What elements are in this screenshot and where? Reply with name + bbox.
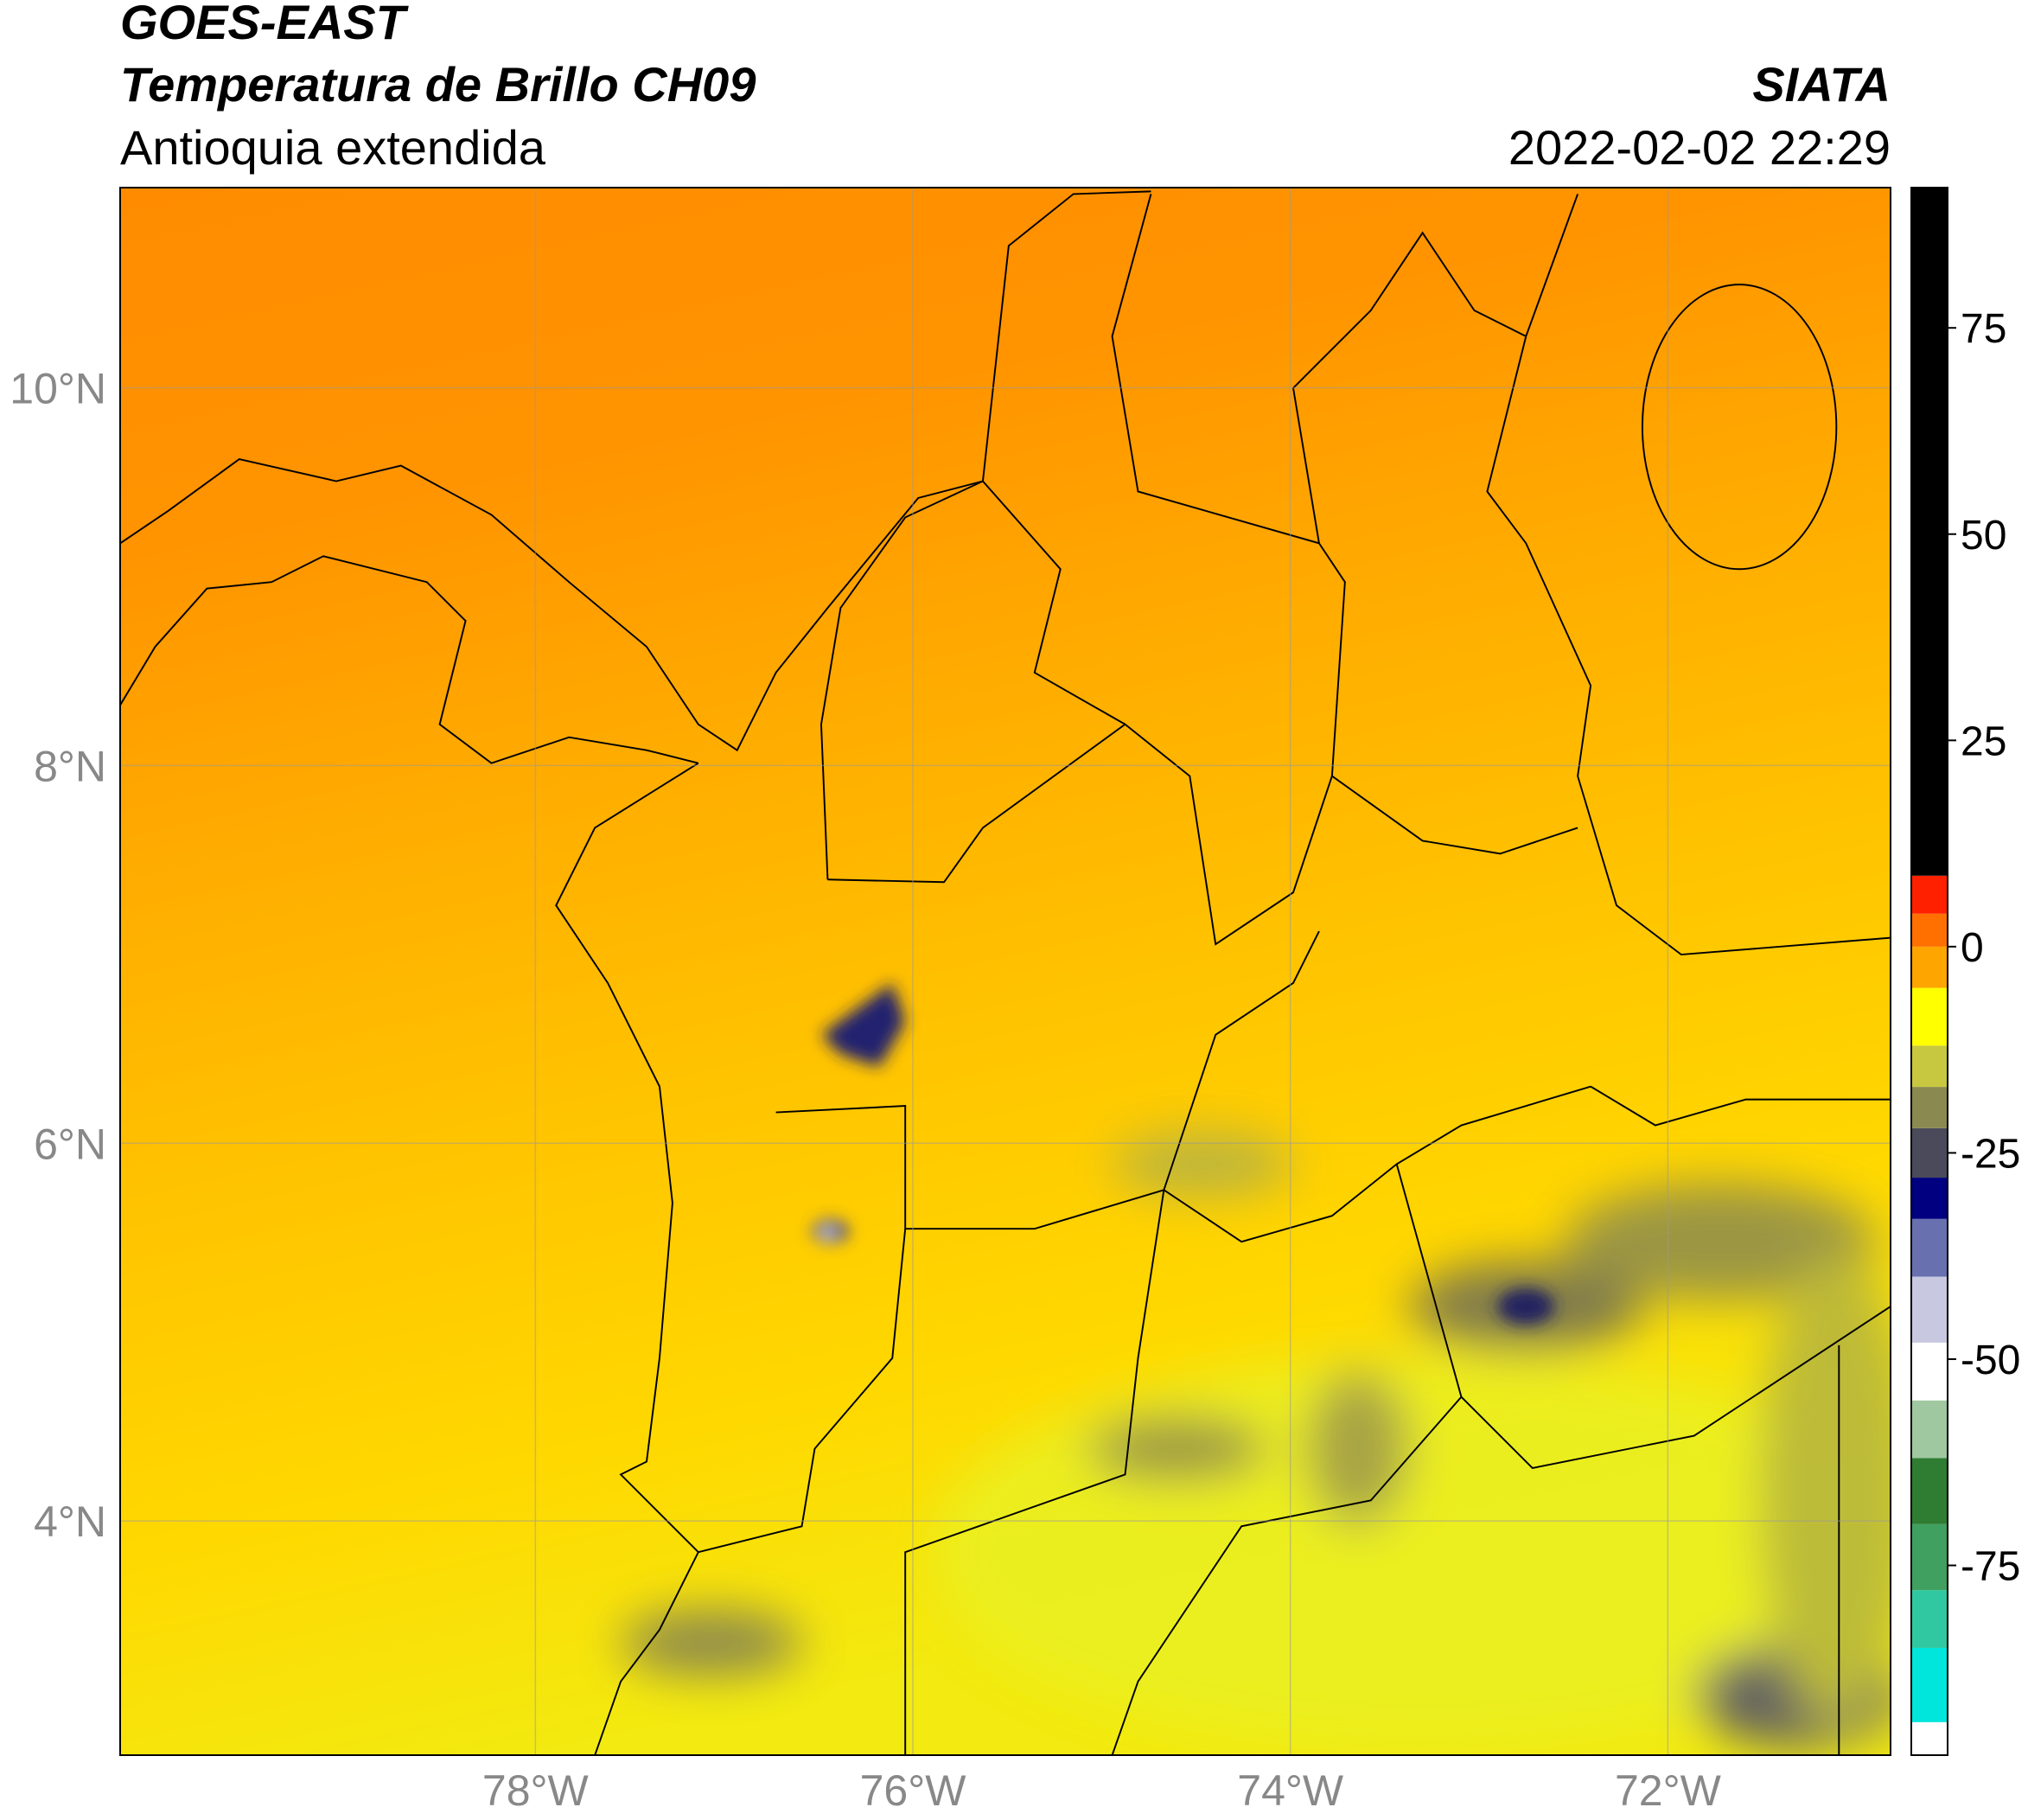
map-frame (119, 187, 1891, 1756)
colorbar-segment (1911, 1721, 1948, 1755)
y-tick-label: 4°N (34, 1498, 106, 1546)
x-tick-label: 78°W (482, 1766, 590, 1815)
grid (120, 188, 1891, 1755)
x-tick-label: 74°W (1237, 1766, 1344, 1815)
colorbar-tick-label: -75 (1961, 1544, 2020, 1590)
title-line1: GOES-EAST (120, 0, 410, 49)
colorbar-segment (1911, 913, 1948, 947)
colorbar-tick-label: -50 (1961, 1338, 2020, 1383)
colorbar-segment (1911, 946, 1948, 988)
colorbar-frame (1910, 187, 1948, 1756)
colorbar-segment (1911, 1276, 1948, 1343)
colorbar-segment (1911, 1087, 1948, 1128)
x-tick-label: 72°W (1615, 1766, 1722, 1815)
title-line2: Temperatura de Brillo CH09 (120, 57, 756, 112)
datetime: 2022-02-02 22:29 (1508, 120, 1891, 175)
x-tick-label: 76°W (860, 1766, 967, 1815)
colorbar-segment (1911, 1647, 1948, 1722)
colorbar-segment (1911, 1342, 1948, 1401)
colorbar-segment (1911, 1218, 1948, 1277)
subtitle: Antioquia extendida (120, 120, 546, 175)
source: SIATA (1752, 57, 1891, 112)
colorbar-segment (1911, 1523, 1948, 1591)
colorbar-tick-label: 0 (1961, 925, 1984, 971)
colorbar-segment (1911, 1458, 1948, 1524)
y-tick-label: 6°N (34, 1120, 106, 1168)
y-tick-label: 8°N (34, 742, 106, 790)
colorbar-segment (1911, 875, 1948, 914)
colorbar-segment (1911, 1178, 1948, 1219)
map-field (120, 188, 1891, 1755)
colorbar-segment (1911, 188, 1948, 876)
colorbar-segment (1911, 987, 1948, 1046)
colorbar-segment (1911, 1590, 1948, 1648)
y-tick-label: 10°N (10, 365, 106, 413)
colorbar-segment (1911, 1045, 1948, 1088)
colorbar-segment (1911, 1400, 1948, 1459)
colorbar-tick-label: 50 (1961, 513, 2006, 559)
colorbar-tick-label: -25 (1961, 1131, 2020, 1177)
colorbar-segment (1911, 1127, 1948, 1178)
boundaries (120, 190, 1891, 1755)
colorbar-tick-label: 25 (1961, 718, 2006, 764)
colorbar-tick-label: 75 (1961, 306, 2006, 352)
